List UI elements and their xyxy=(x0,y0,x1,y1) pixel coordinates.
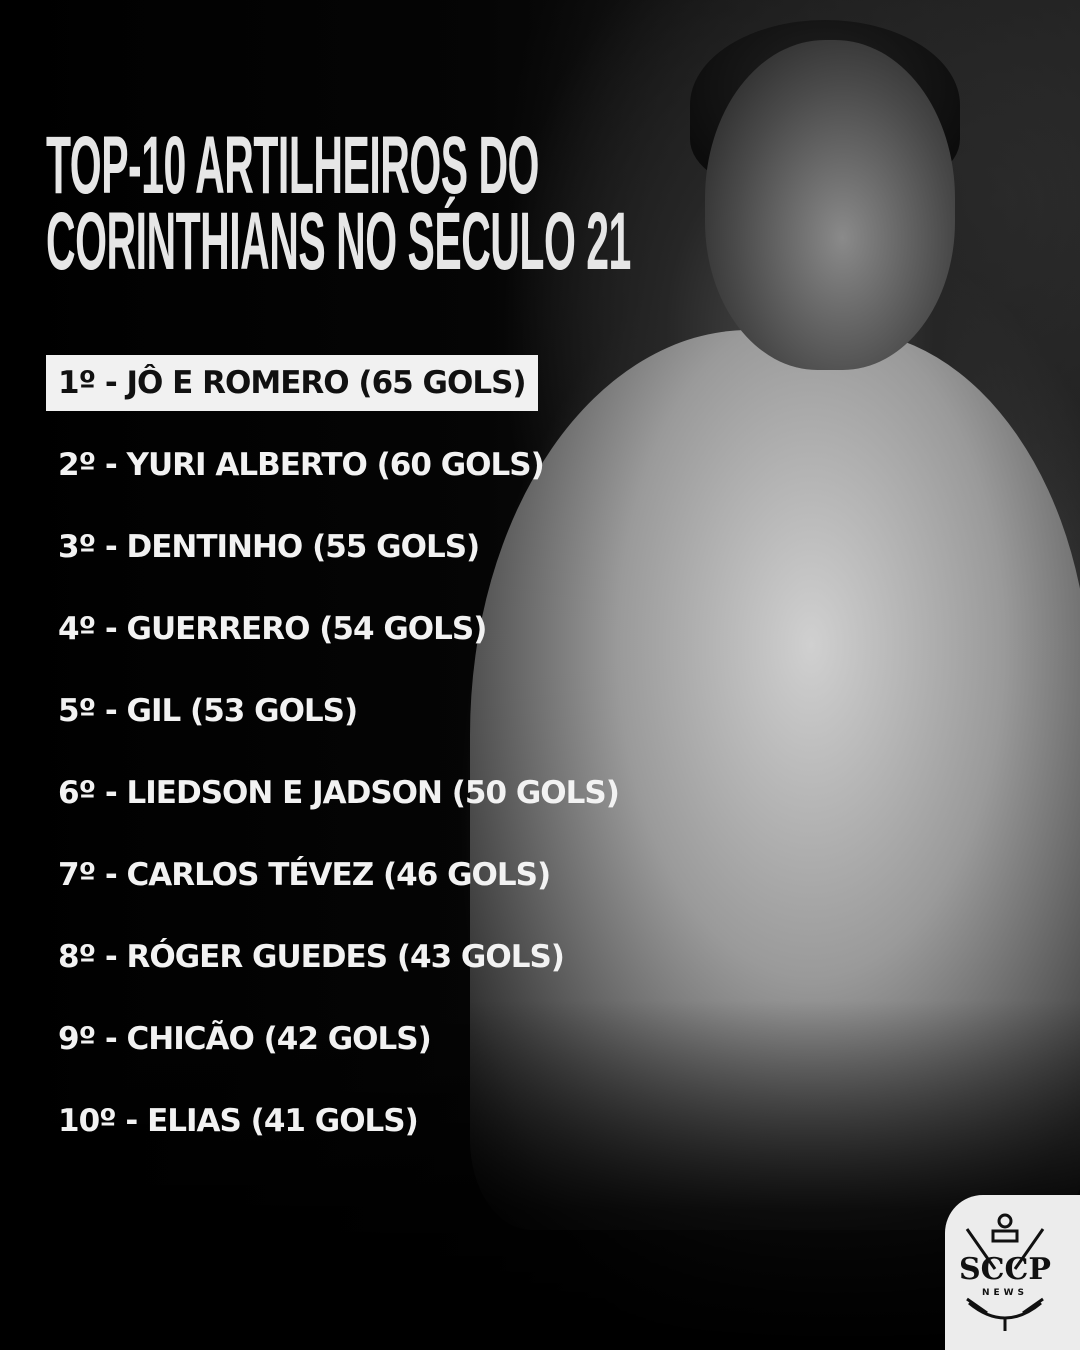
ranking-item-6: 6º - LIEDSON E JADSON (50 GOLS) xyxy=(46,765,631,847)
ranking-label: 1º - JÔ E ROMERO (65 GOLS) xyxy=(46,355,538,411)
ranking-label: 6º - LIEDSON E JADSON (50 GOLS) xyxy=(58,775,620,811)
anchor-oars-icon: SCCP NEWS xyxy=(959,1213,1051,1331)
ranking-item-9: 9º - CHICÃO (42 GOLS) xyxy=(46,1011,631,1093)
sccp-news-logo: SCCP NEWS xyxy=(945,1195,1080,1350)
ranking-item-8: 8º - RÓGER GUEDES (43 GOLS) xyxy=(46,929,631,1011)
logo-subtext: NEWS xyxy=(982,1288,1028,1298)
ranking-item-3: 3º - DENTINHO (55 GOLS) xyxy=(46,519,631,601)
ranking-item-1: 1º - JÔ E ROMERO (65 GOLS) xyxy=(46,355,631,437)
player-photo-hair xyxy=(690,20,960,190)
ranking-item-10: 10º - ELIAS (41 GOLS) xyxy=(46,1093,631,1175)
ranking-label: 4º - GUERRERO (54 GOLS) xyxy=(58,611,487,647)
ranking-label: 3º - DENTINHO (55 GOLS) xyxy=(58,529,480,565)
ranking-label: 2º - YURI ALBERTO (60 GOLS) xyxy=(58,447,545,483)
ranking-label: 10º - ELIAS (41 GOLS) xyxy=(58,1103,419,1139)
player-photo-head xyxy=(705,40,955,370)
ranking-item-5: 5º - GIL (53 GOLS) xyxy=(46,683,631,765)
ranking-list: 1º - JÔ E ROMERO (65 GOLS) 2º - YURI ALB… xyxy=(46,355,631,1175)
ranking-label: 7º - CARLOS TÉVEZ (46 GOLS) xyxy=(58,857,551,893)
title-line-1: TOP-10 ARTILHEIROS DO xyxy=(46,120,539,211)
ranking-label: 9º - CHICÃO (42 GOLS) xyxy=(58,1021,432,1057)
ranking-label: 8º - RÓGER GUEDES (43 GOLS) xyxy=(58,939,565,975)
title-line-2: CORINTHIANS NO SÉCULO 21 xyxy=(46,196,631,287)
ranking-item-2: 2º - YURI ALBERTO (60 GOLS) xyxy=(46,437,631,519)
ranking-item-7: 7º - CARLOS TÉVEZ (46 GOLS) xyxy=(46,847,631,929)
page-title: TOP-10 ARTILHEIROS DO CORINTHIANS NO SÉC… xyxy=(46,120,631,287)
ranking-label: 5º - GIL (53 GOLS) xyxy=(58,693,358,729)
logo-text: SCCP xyxy=(959,1252,1051,1287)
ranking-item-4: 4º - GUERRERO (54 GOLS) xyxy=(46,601,631,683)
